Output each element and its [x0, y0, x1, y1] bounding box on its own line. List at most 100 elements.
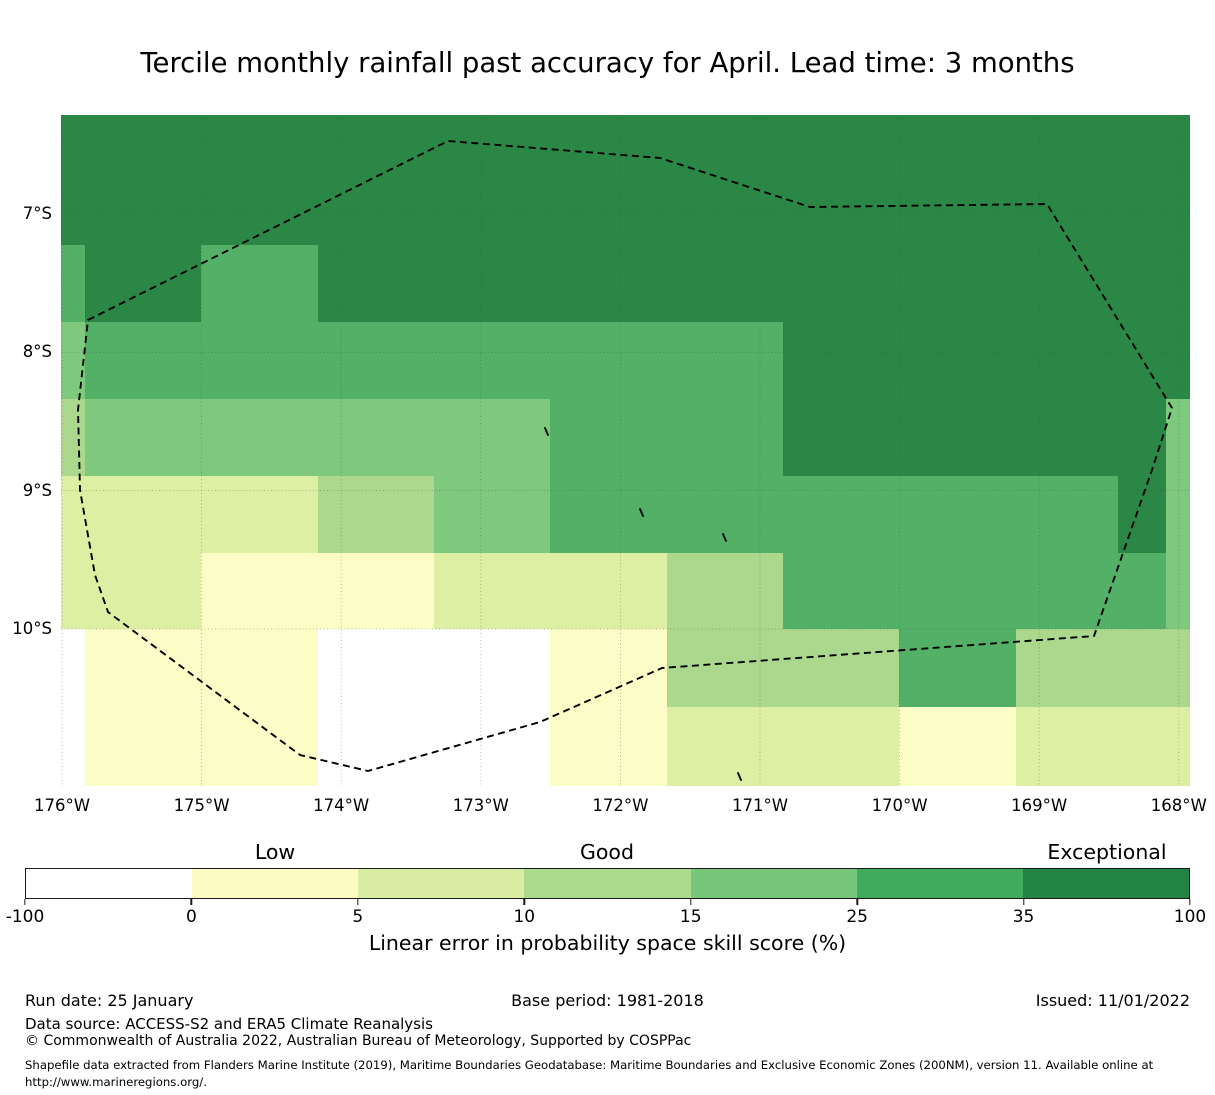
map-cell [1016, 476, 1118, 553]
map-cell [899, 245, 1016, 322]
map-cell [201, 322, 318, 399]
map-cell [1118, 476, 1166, 553]
map-cell [667, 629, 783, 707]
map-cell [783, 115, 899, 168]
colorbar-tick-label: 0 [186, 907, 197, 927]
map-cell [899, 399, 1016, 476]
map-cell [783, 322, 899, 399]
island-mark [639, 508, 644, 517]
map-cell [667, 115, 783, 168]
map-cell [550, 707, 667, 786]
map-cell [61, 707, 85, 786]
map-cell [318, 322, 434, 399]
map-cell [550, 115, 667, 168]
lat-tick-label: 7°S [22, 204, 52, 223]
map-cell [201, 629, 318, 707]
map-cell [85, 553, 201, 629]
colorbar-segment [1022, 869, 1189, 898]
colorbar-caption: Linear error in probability space skill … [368, 931, 847, 955]
map-cell [1166, 476, 1190, 553]
colorbar-tick-label: 100 [1173, 907, 1207, 927]
footer-run-date: Run date: 25 January [25, 991, 194, 1010]
map-cell [1166, 553, 1190, 629]
map-cell [550, 553, 667, 629]
lon-tick-label: 175°W [173, 796, 230, 815]
footer-base-period: Base period: 1981-2018 [511, 991, 704, 1010]
map-cell [1016, 553, 1118, 629]
colorbar-tick-label: 25 [846, 907, 868, 927]
map-cell [85, 707, 201, 786]
colorbar-tick-mark [1022, 899, 1025, 905]
map-cell [783, 245, 899, 322]
map-cell [1016, 629, 1118, 707]
map-cell [61, 553, 85, 629]
map-cell [318, 168, 434, 245]
map-cell [1118, 399, 1166, 476]
island-mark [544, 427, 549, 436]
colorbar-tick-label: 35 [1012, 907, 1035, 927]
colorbar-segment [856, 869, 1023, 898]
map-cell [61, 245, 85, 322]
map-cell [434, 168, 550, 245]
map-cell [899, 707, 1016, 786]
colorbar-tick-mark [190, 899, 193, 905]
map-cell [434, 629, 550, 707]
map-cell [899, 322, 1016, 399]
map-cell [899, 168, 1016, 245]
map-cell [318, 707, 434, 786]
colorbar-segment [26, 869, 193, 898]
map-cell [899, 553, 1016, 629]
map-cell [667, 245, 783, 322]
map-cell [61, 476, 85, 553]
map-cell [85, 322, 201, 399]
map-cell [550, 322, 667, 399]
map-cell [318, 399, 434, 476]
map-cell [667, 553, 783, 629]
map-cell [550, 629, 667, 707]
lon-tick-label: 174°W [313, 796, 370, 815]
footer-issued-date: Issued: 11/01/2022 [1035, 991, 1190, 1010]
map-cell [1166, 399, 1190, 476]
colorbar-tick-label: 15 [679, 907, 702, 927]
map-cell [434, 245, 550, 322]
map-cell [1166, 322, 1190, 399]
lon-tick-label: 176°W [33, 796, 91, 815]
map-cell [1166, 245, 1190, 322]
map-cell [1016, 399, 1118, 476]
map-cell [1118, 245, 1166, 322]
map-cell [318, 245, 434, 322]
map-cell [1016, 322, 1118, 399]
island-mark [722, 533, 727, 542]
map-cell [434, 322, 550, 399]
map-cell [1166, 168, 1190, 245]
lon-tick-label: 169°W [1011, 796, 1068, 815]
map-cell [1118, 168, 1166, 245]
map-cell [667, 476, 783, 553]
map-cell [667, 399, 783, 476]
footer-shapefile-note: Shapefile data extracted from Flanders M… [25, 1058, 1154, 1089]
map-cell [1016, 707, 1118, 786]
map-cell [1016, 115, 1118, 168]
map-cell [1166, 115, 1190, 168]
colorbar-tick-mark [24, 899, 26, 905]
map-cell [85, 476, 201, 553]
map-cell [783, 707, 899, 786]
colorbar-tick-label: 10 [513, 907, 536, 927]
colorbar-tick-mark [357, 899, 359, 905]
map-cell [667, 707, 783, 786]
map-cell [201, 245, 318, 322]
map-cell [783, 399, 899, 476]
map-cell [1166, 707, 1190, 786]
colorbar-category-label: Low [254, 840, 296, 864]
map-cell [550, 245, 667, 322]
map-cell [318, 115, 434, 168]
map-cell [85, 168, 201, 245]
lon-tick-label: 171°W [731, 796, 789, 815]
map-cell [1118, 553, 1166, 629]
map-cell [1118, 707, 1166, 786]
map-cell [85, 399, 201, 476]
map-cell [201, 707, 318, 786]
map-cell [85, 245, 201, 322]
